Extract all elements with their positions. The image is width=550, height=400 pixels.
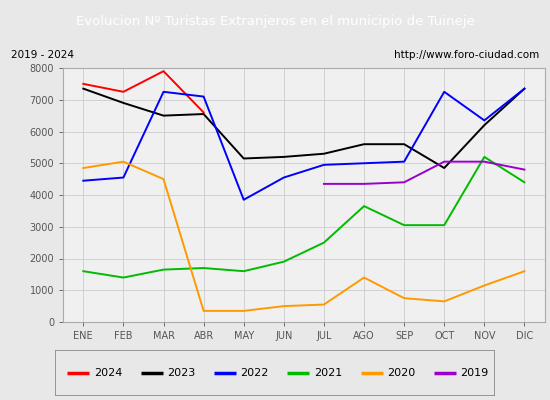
Text: Evolucion Nº Turistas Extranjeros en el municipio de Tuineje: Evolucion Nº Turistas Extranjeros en el … xyxy=(76,14,474,28)
Text: 2024: 2024 xyxy=(94,368,122,378)
Text: 2021: 2021 xyxy=(314,368,342,378)
Text: 2019 - 2024: 2019 - 2024 xyxy=(11,50,74,60)
Text: 2020: 2020 xyxy=(387,368,415,378)
Text: http://www.foro-ciudad.com: http://www.foro-ciudad.com xyxy=(394,50,539,60)
Text: 2022: 2022 xyxy=(240,368,269,378)
Text: 2023: 2023 xyxy=(167,368,195,378)
Text: 2019: 2019 xyxy=(460,368,489,378)
